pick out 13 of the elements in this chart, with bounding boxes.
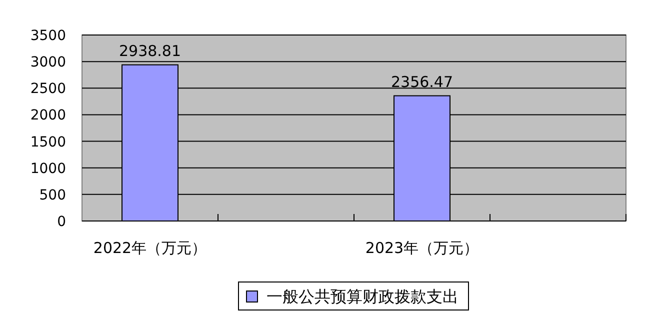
x-tick-label: 2022年（万元）: [93, 239, 207, 257]
y-tick-label: 3000: [30, 54, 66, 71]
y-tick-label: 0: [57, 214, 66, 230]
data-label: 2356.47: [390, 72, 454, 91]
y-tick-label: 500: [39, 187, 66, 204]
x-tick-label: 2023年（万元）: [365, 239, 479, 257]
data-label: 2938.81: [118, 42, 182, 60]
y-tick-label: 1500: [30, 134, 66, 150]
y-tick-label: 2500: [30, 81, 66, 98]
legend-label: 一般公共预算财政拨款支出: [266, 287, 458, 306]
y-tick-label: 1000: [30, 160, 66, 177]
y-tick-label: 3500: [30, 28, 66, 44]
y-tick-label: 2000: [30, 108, 66, 124]
